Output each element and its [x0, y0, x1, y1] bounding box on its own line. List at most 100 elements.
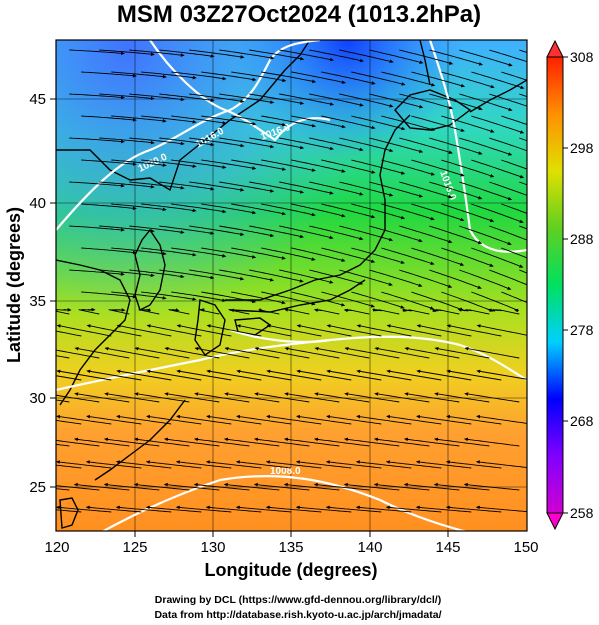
streamline: [265, 460, 322, 469]
streamline: [374, 392, 430, 403]
streamline: [145, 505, 202, 513]
y-tick-labels: 25 30 35 40 45: [29, 91, 46, 496]
streamline: [69, 93, 125, 100]
streamline: [86, 324, 142, 337]
axis-ticks: [50, 98, 449, 537]
streamline: [429, 137, 483, 155]
streamline: [283, 482, 340, 491]
streamline: [176, 369, 232, 381]
streamline: [141, 159, 197, 168]
streamline: [309, 49, 364, 63]
streamline: [81, 291, 137, 299]
streamline: [205, 460, 262, 469]
streamline: [476, 369, 527, 380]
streamline: [206, 324, 262, 337]
streamline: [381, 247, 435, 265]
streamline: [56, 439, 100, 447]
y-tick-label: 35: [29, 293, 46, 310]
streamline: [171, 247, 227, 258]
streamline: [309, 137, 364, 152]
streamline: [56, 369, 112, 381]
streamline: [313, 308, 340, 315]
streamline: [321, 71, 376, 85]
streamline: [171, 115, 227, 125]
streamline: [116, 414, 172, 425]
streamline: [386, 414, 442, 425]
streamline: [201, 71, 257, 82]
figure-title: MSM 03Z27Oct2024 (1013.2hPa): [117, 1, 481, 28]
streamline: [404, 346, 460, 359]
streamline: [343, 482, 400, 491]
colorbar-tick-label: 278: [570, 322, 594, 338]
streamline: [314, 346, 370, 359]
streamline: [201, 115, 257, 126]
streamline: [416, 414, 472, 425]
streamline: [81, 247, 137, 255]
x-tick-label: 125: [122, 539, 147, 556]
streamline: [164, 346, 220, 359]
streamline: [103, 482, 160, 491]
streamline: [235, 460, 292, 469]
streamline: [254, 392, 310, 403]
streamline: [372, 307, 400, 315]
x-tick-label: 130: [200, 539, 225, 556]
streamline: [385, 505, 442, 513]
streamline: [291, 115, 346, 129]
streamline: [309, 225, 364, 241]
streamline: [356, 414, 412, 425]
streamline: [253, 482, 310, 491]
streamline: [283, 437, 340, 447]
streamline: [326, 414, 382, 425]
streamline: [399, 137, 453, 154]
streamline: [189, 181, 245, 192]
streamline: [403, 437, 460, 447]
streamline: [175, 505, 232, 513]
streamline: [489, 181, 527, 196]
streamline: [441, 203, 495, 223]
y-tick-label: 40: [29, 195, 46, 212]
streamline: [56, 419, 82, 425]
streamline: [99, 137, 155, 145]
streamline: [134, 346, 190, 359]
streamline: [411, 203, 465, 222]
streamline: [189, 49, 245, 59]
streamline: [351, 115, 406, 131]
streamline: [141, 291, 197, 301]
streamline: [459, 93, 513, 111]
streamline: [489, 269, 527, 286]
streamline: [446, 369, 502, 381]
streamline: [69, 137, 125, 144]
streamline: [314, 392, 370, 403]
streamline: [291, 247, 346, 262]
streamline: [489, 93, 527, 107]
streamline: [355, 460, 412, 469]
colorbar-tick-label: 298: [570, 140, 594, 156]
streamline: [145, 460, 202, 469]
streamline: [489, 137, 527, 152]
streamline: [189, 269, 245, 281]
streamline: [351, 203, 406, 220]
streamline: [339, 93, 394, 108]
streamline: [231, 291, 286, 305]
streamline: [69, 49, 125, 56]
streamline: [56, 349, 100, 359]
streamline: [284, 392, 340, 403]
streamline: [429, 181, 483, 200]
streamline: [56, 464, 82, 469]
streamline: [284, 346, 340, 359]
streamline: [351, 159, 406, 175]
streamline: [434, 346, 490, 359]
streamline: [56, 324, 112, 337]
streamline: [159, 269, 215, 280]
streamline: [201, 291, 257, 304]
streamline: [476, 324, 527, 336]
streamline: [339, 225, 394, 242]
streamline: [296, 414, 352, 425]
streamline: [266, 324, 322, 337]
streamline: [206, 369, 262, 381]
streamline: [115, 505, 172, 513]
streamline: [193, 482, 250, 491]
streamline: [176, 324, 232, 337]
streamline: [56, 330, 82, 337]
streamline: [219, 225, 275, 238]
